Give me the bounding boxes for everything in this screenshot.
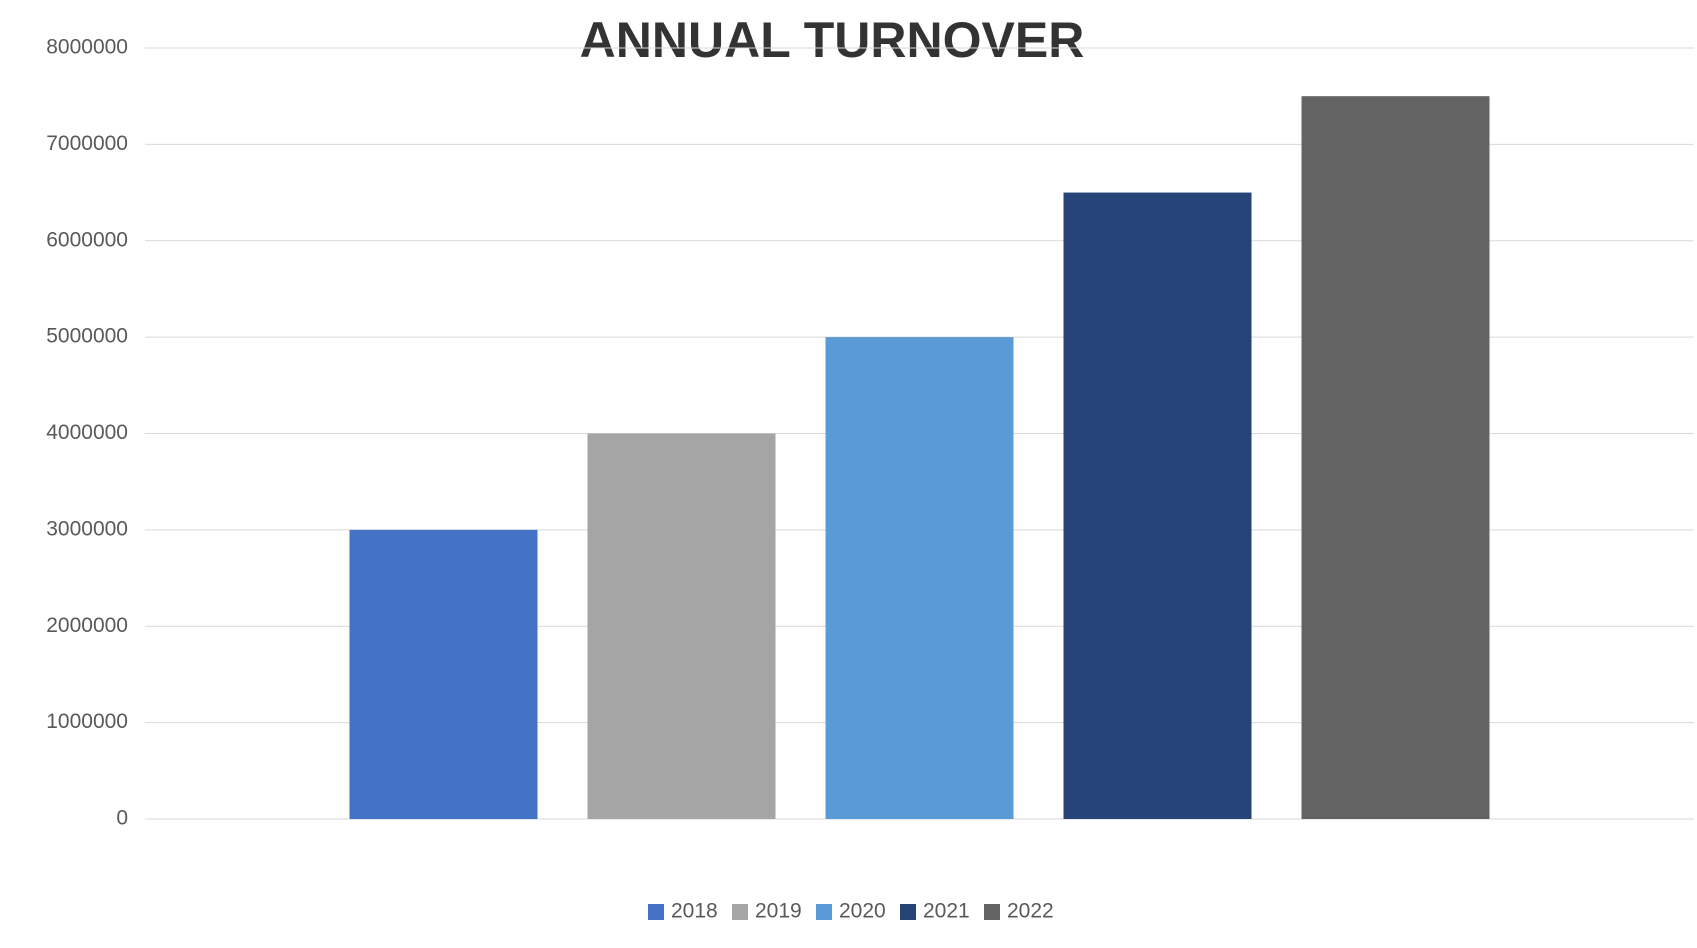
bar xyxy=(825,337,1014,819)
legend-swatch xyxy=(648,904,664,920)
y-tick-label: 0 xyxy=(116,807,128,830)
bar xyxy=(1301,96,1490,819)
legend-label: 2018 xyxy=(671,900,718,923)
legend-swatch xyxy=(984,904,1000,920)
y-tick-label: 3000000 xyxy=(46,517,128,540)
legend-swatch xyxy=(900,904,916,920)
bar xyxy=(349,529,538,819)
y-tick-label: 7000000 xyxy=(46,132,128,155)
legend-swatch xyxy=(816,904,832,920)
y-tick-label: 2000000 xyxy=(46,614,128,637)
y-tick-label: 8000000 xyxy=(46,36,128,59)
chart-title: ANNUAL TURNOVER xyxy=(580,12,1085,68)
y-tick-label: 4000000 xyxy=(46,421,128,444)
bar xyxy=(587,433,776,819)
bar xyxy=(1063,192,1252,819)
y-tick-label: 1000000 xyxy=(46,710,128,733)
y-tick-label: 6000000 xyxy=(46,228,128,251)
legend-swatch xyxy=(732,904,748,920)
legend-label: 2019 xyxy=(755,900,802,923)
legend-label: 2022 xyxy=(1007,900,1054,923)
legend-label: 2020 xyxy=(839,900,886,923)
legend-label: 2021 xyxy=(923,900,970,923)
y-tick-label: 5000000 xyxy=(46,325,128,348)
